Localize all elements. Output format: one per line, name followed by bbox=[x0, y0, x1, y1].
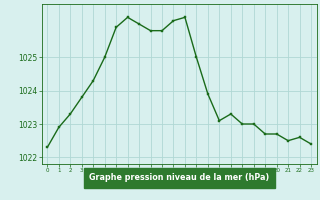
X-axis label: Graphe pression niveau de la mer (hPa): Graphe pression niveau de la mer (hPa) bbox=[89, 173, 269, 182]
